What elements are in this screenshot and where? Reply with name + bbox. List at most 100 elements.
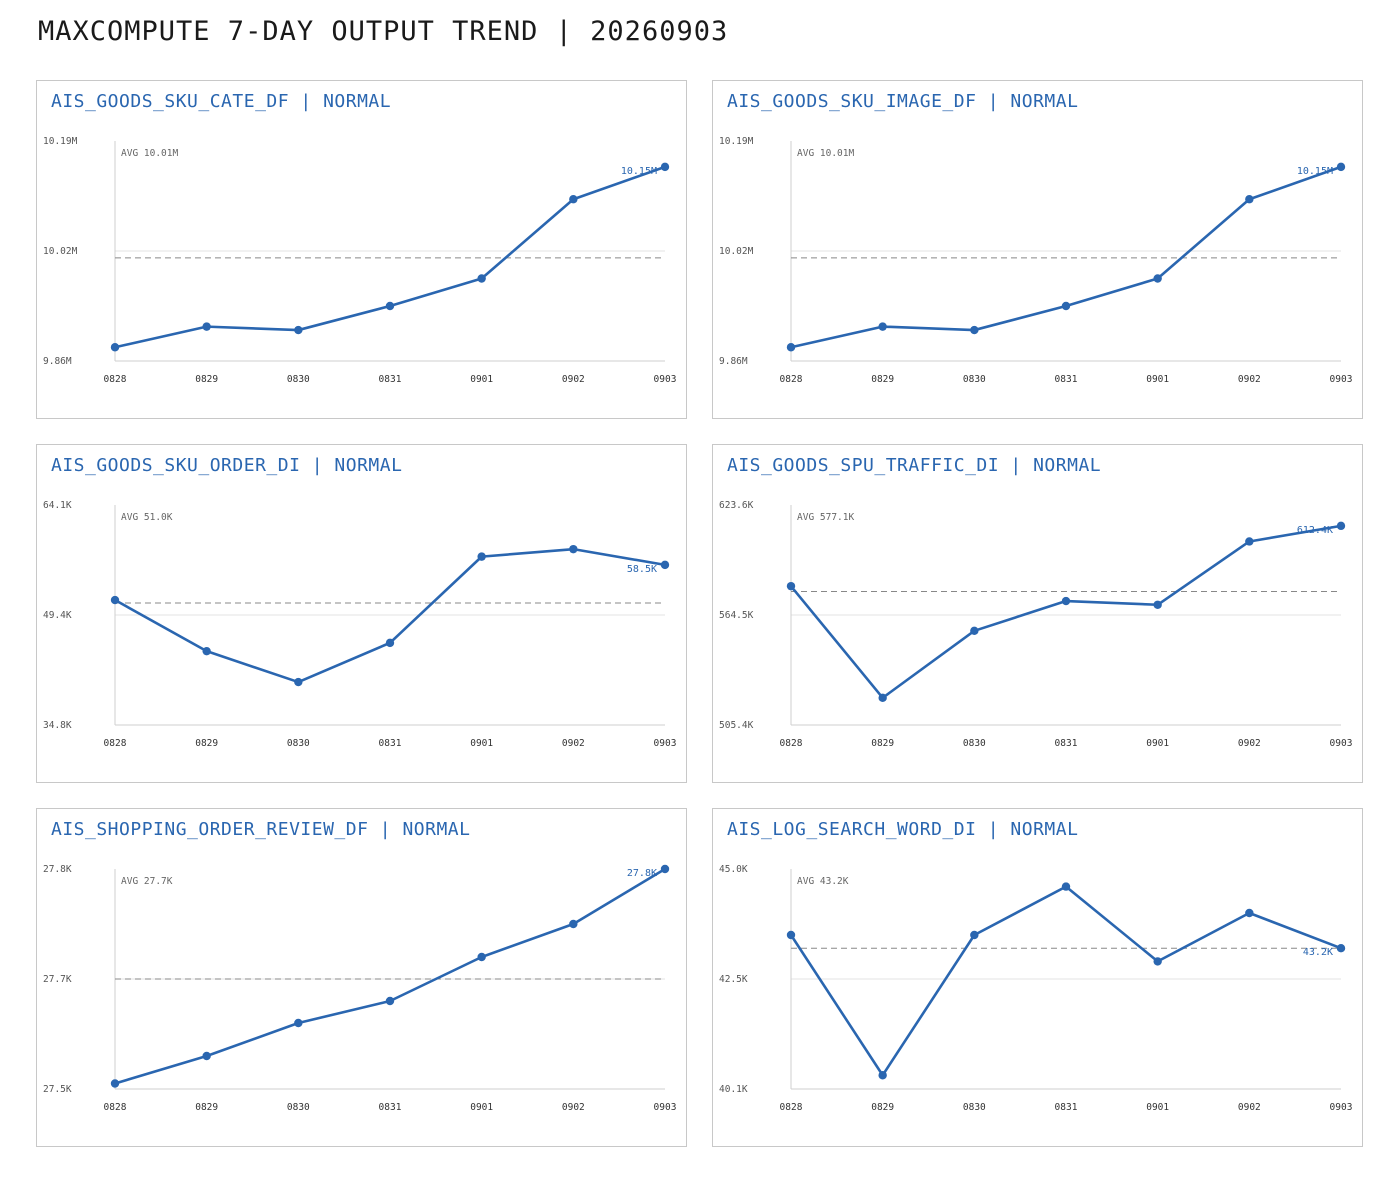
chart-panel: AIS_GOODS_SKU_ORDER_DI | NORMAL 34.8K 49.… [36,444,687,783]
series-line [114,867,666,1085]
y-tick-label: 10.19M [43,136,78,147]
line-chart: 9.86M 10.02M 10.19M 0828 0829 0830 0831 0901 090… [43,136,677,385]
line-chart: 34.8K 49.4K 64.1K 0828 0829 0830 0831 0901 0902 0… [43,500,677,749]
data-point [1153,274,1162,283]
data-point [569,919,578,929]
y-tick-label: 564.5K [719,610,754,621]
data-point [294,325,303,335]
last-value-label: 612.4K [1297,525,1333,536]
x-tick-label: 0903 [1330,738,1353,749]
data-point [1153,600,1162,609]
x-tick-label: 0829 [195,1102,218,1113]
data-point [477,552,486,561]
x-tick-label: 0828 [104,374,127,385]
x-tick-label: 0902 [1238,1102,1261,1113]
data-point [970,626,979,636]
data-point [110,343,120,352]
x-tick-label: 0903 [1330,1102,1353,1113]
data-point [786,581,796,591]
series-line [114,547,666,684]
y-tick-label: 623.6K [719,500,754,511]
data-point [202,322,211,331]
data-point [1061,301,1071,311]
data-point [878,693,887,703]
x-tick-label: 0829 [871,1102,894,1113]
y-tick-label: 10.19M [719,136,754,147]
line-chart: 9.86M 10.02M 10.19M 0828 0829 0830 0831 0901 090… [719,136,1353,385]
x-tick-label: 0830 [287,374,310,385]
chart-panel: AIS_SHOPPING_ORDER_REVIEW_DF | NORMAL 27… [36,808,687,1147]
x-tick-label: 0902 [562,738,585,749]
average-label: AVG 10.01M [797,148,854,159]
chart-grid: AIS_GOODS_SKU_CATE_DF | NORMAL 9.86M 10.0… [36,80,1365,1149]
x-tick-label: 0831 [379,374,402,385]
x-tick-label: 0829 [871,738,894,749]
last-value-label: 10.15M [621,166,657,177]
x-tick-label: 0831 [379,1102,402,1113]
data-point [477,952,486,962]
series-line [790,165,1342,349]
chart-title: AIS_GOODS_SKU_CATE_DF | NORMAL [51,91,392,112]
x-tick-label: 0903 [654,1102,677,1113]
average-label: AVG 10.01M [121,148,178,159]
x-tick-label: 0829 [195,738,218,749]
x-tick-label: 0829 [871,374,894,385]
last-value-label: 10.15M [1297,166,1333,177]
average-label: AVG 43.2K [797,876,849,887]
y-tick-label: 42.5K [719,974,748,985]
series-line [114,165,666,349]
data-point [786,343,796,352]
x-tick-label: 0901 [1146,738,1169,749]
y-tick-label: 49.4K [43,610,72,621]
data-point [569,195,578,204]
data-point [1336,944,1346,953]
x-tick-label: 0903 [654,738,677,749]
chart-title: AIS_GOODS_SKU_IMAGE_DF | NORMAL [727,91,1079,112]
data-point [477,274,486,283]
data-point [878,1071,887,1080]
x-tick-label: 0901 [470,374,493,385]
chart-title: AIS_GOODS_SKU_ORDER_DI | NORMAL [51,455,403,476]
last-value-label: 58.5K [627,564,657,575]
chart-title: AIS_SHOPPING_ORDER_REVIEW_DF | NORMAL [51,819,471,840]
x-tick-label: 0903 [1330,374,1353,385]
data-point [970,930,979,940]
x-tick-label: 0901 [1146,1102,1169,1113]
data-point [660,560,670,570]
y-tick-label: 40.1K [719,1084,748,1095]
x-tick-label: 0828 [780,738,803,749]
y-tick-label: 27.5K [43,1084,72,1095]
x-tick-label: 0831 [1055,1102,1078,1113]
x-tick-label: 0829 [195,374,218,385]
data-point [1336,521,1346,531]
series-line [789,524,1342,700]
x-tick-label: 0902 [562,1102,585,1113]
chart-title: AIS_GOODS_SPU_TRAFFIC_DI | NORMAL [727,455,1102,476]
x-tick-label: 0831 [379,738,402,749]
data-point [569,544,578,554]
data-point [786,930,796,940]
x-tick-label: 0831 [1055,738,1078,749]
data-point [660,162,670,172]
x-tick-label: 0903 [654,374,677,385]
chart-panel: AIS_GOODS_SKU_IMAGE_DF | NORMAL 9.86M 10.… [712,80,1363,419]
average-label: AVG 577.1K [797,512,854,523]
data-point [1061,882,1071,891]
x-tick-label: 0902 [1238,738,1261,749]
average-label: AVG 51.0K [121,512,173,523]
average-label: AVG 27.7K [121,876,173,887]
data-point [878,322,887,331]
x-tick-label: 0830 [287,1102,310,1113]
line-chart: 505.4K 564.5K 623.6K 0828 0829 0830 0831 0901 09… [719,500,1353,749]
last-value-label: 27.8K [627,868,657,879]
data-point [385,996,395,1006]
data-point [1245,537,1254,546]
x-tick-label: 0902 [1238,374,1261,385]
y-tick-label: 34.8K [43,720,72,731]
y-tick-label: 505.4K [719,720,754,731]
chart-panel: AIS_GOODS_SKU_CATE_DF | NORMAL 9.86M 10.0… [36,80,687,419]
x-tick-label: 0830 [287,738,310,749]
y-tick-label: 10.02M [43,246,78,257]
data-point [202,1051,211,1061]
data-point [385,638,395,648]
